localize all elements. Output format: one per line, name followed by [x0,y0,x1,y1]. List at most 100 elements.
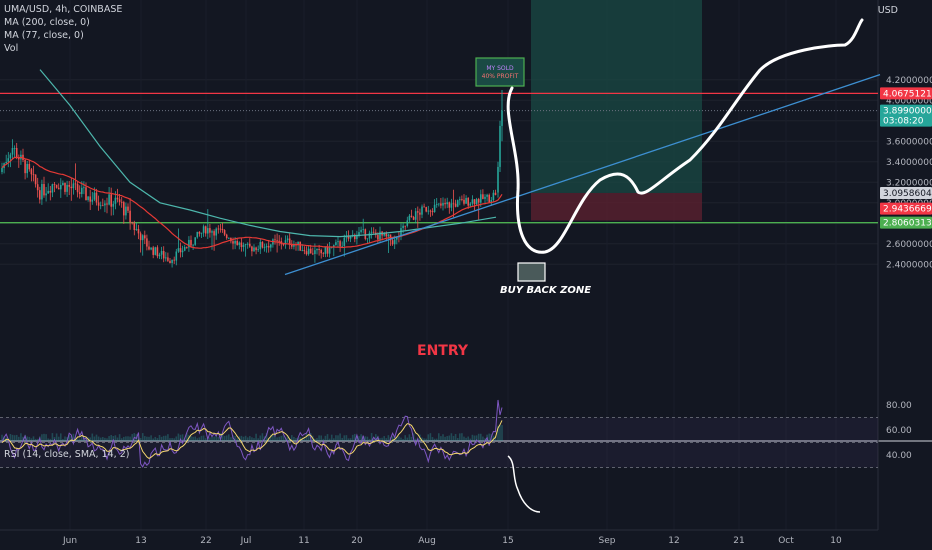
candle-body [408,215,411,221]
candle-body [26,163,28,174]
volume-bar [112,435,115,441]
volume-bar [278,436,280,441]
candle-body [316,248,318,251]
candle-body [85,187,87,201]
volume-bar [463,436,465,441]
volume-bar [501,425,503,441]
time-tick-label: 21 [733,536,744,546]
volume-bar [251,437,253,441]
candle-body [76,184,79,193]
volume-bar [190,436,192,441]
candle-body [486,194,488,197]
price-axis-label-bg [880,216,932,229]
buy-back-box [517,262,546,282]
volume-bar [152,438,154,441]
candle-body [349,235,352,239]
volume-bar [154,436,157,441]
volume-bar [148,436,150,441]
candle-body [200,232,203,234]
candle-body [490,200,493,203]
candle-body [454,203,457,207]
candle-body [318,248,320,250]
volume-bar [259,435,262,441]
candle-body [339,241,341,247]
price-axis-label: 4.06751214 [883,89,932,99]
candle-body [47,190,49,194]
candle-body [238,242,241,245]
candle-body [141,235,144,241]
volume-bar [362,436,364,441]
volume-bar [467,436,469,441]
candle-body [343,237,346,247]
volume-bar [354,433,356,441]
candle-body [133,223,136,231]
candle-body [11,148,14,155]
candle-body [286,238,289,241]
candle-body [497,166,499,193]
volume-bar [221,433,224,441]
candle-body [278,240,280,242]
time-tick-label: 11 [298,536,309,546]
volume-bar [125,436,127,441]
time-tick-label: Sep [599,536,616,546]
volume-bar [477,433,480,441]
candle-body [249,243,251,247]
volume-bar [228,434,230,441]
candle-body [463,199,465,204]
volume-bar [322,438,325,441]
candle-body [116,197,119,200]
candle-body [303,250,306,252]
volume-bar [370,433,373,441]
volume-bar [114,435,117,441]
ma200-line [39,69,497,238]
volume-bar [225,435,228,441]
volume-bar [438,433,440,441]
rsi-legend[interactable]: RSI (14, close, SMA, 14, 2) [4,449,130,460]
price-tick-label: 3.40000000 [886,158,932,168]
candle-body [406,220,409,226]
volume-bar [179,434,182,441]
volume-bar [450,433,453,441]
candle-body [70,186,73,189]
candle-body [7,158,10,162]
candle-body [452,203,455,205]
candle-body [438,203,440,205]
volume-bar [480,433,482,441]
candle-body [114,197,117,204]
ma77-legend[interactable]: MA (77, close, 0) [4,30,84,41]
volume-bar [110,435,112,441]
volume-bar [366,436,369,441]
volume-bar [379,438,381,441]
volume-bar [171,438,173,441]
volume-bar [45,434,47,441]
volume-bar [3,436,5,441]
candle-body [391,240,394,245]
volume-bar [356,435,358,441]
candle-body [421,206,423,215]
candle-body [213,231,215,236]
candle-body [167,257,169,261]
volume-bar [381,437,383,441]
volume-bar [108,436,110,441]
currency-label: USD [877,5,898,16]
volume-bar [81,436,83,441]
volume-bar [127,436,129,441]
price-axis-label: 3.09586048 [883,189,932,199]
candle-body [263,247,266,249]
symbol-title[interactable]: UMA/USD, 4h, COINBASE [4,4,123,15]
candle-body [337,241,339,243]
price-axis-label-bg [880,104,932,127]
candle-body [215,228,217,236]
candle-body [171,259,173,264]
volume-legend[interactable]: Vol [4,43,19,54]
candle-body [89,196,91,202]
ma200-legend[interactable]: MA (200, close, 0) [4,17,90,28]
candle-body [442,203,444,206]
candle-body [471,199,474,204]
volume-bar [129,436,131,441]
candle-body [473,199,476,205]
candle-body [446,202,448,205]
candle-body [190,239,192,246]
volume-bar [146,436,148,441]
